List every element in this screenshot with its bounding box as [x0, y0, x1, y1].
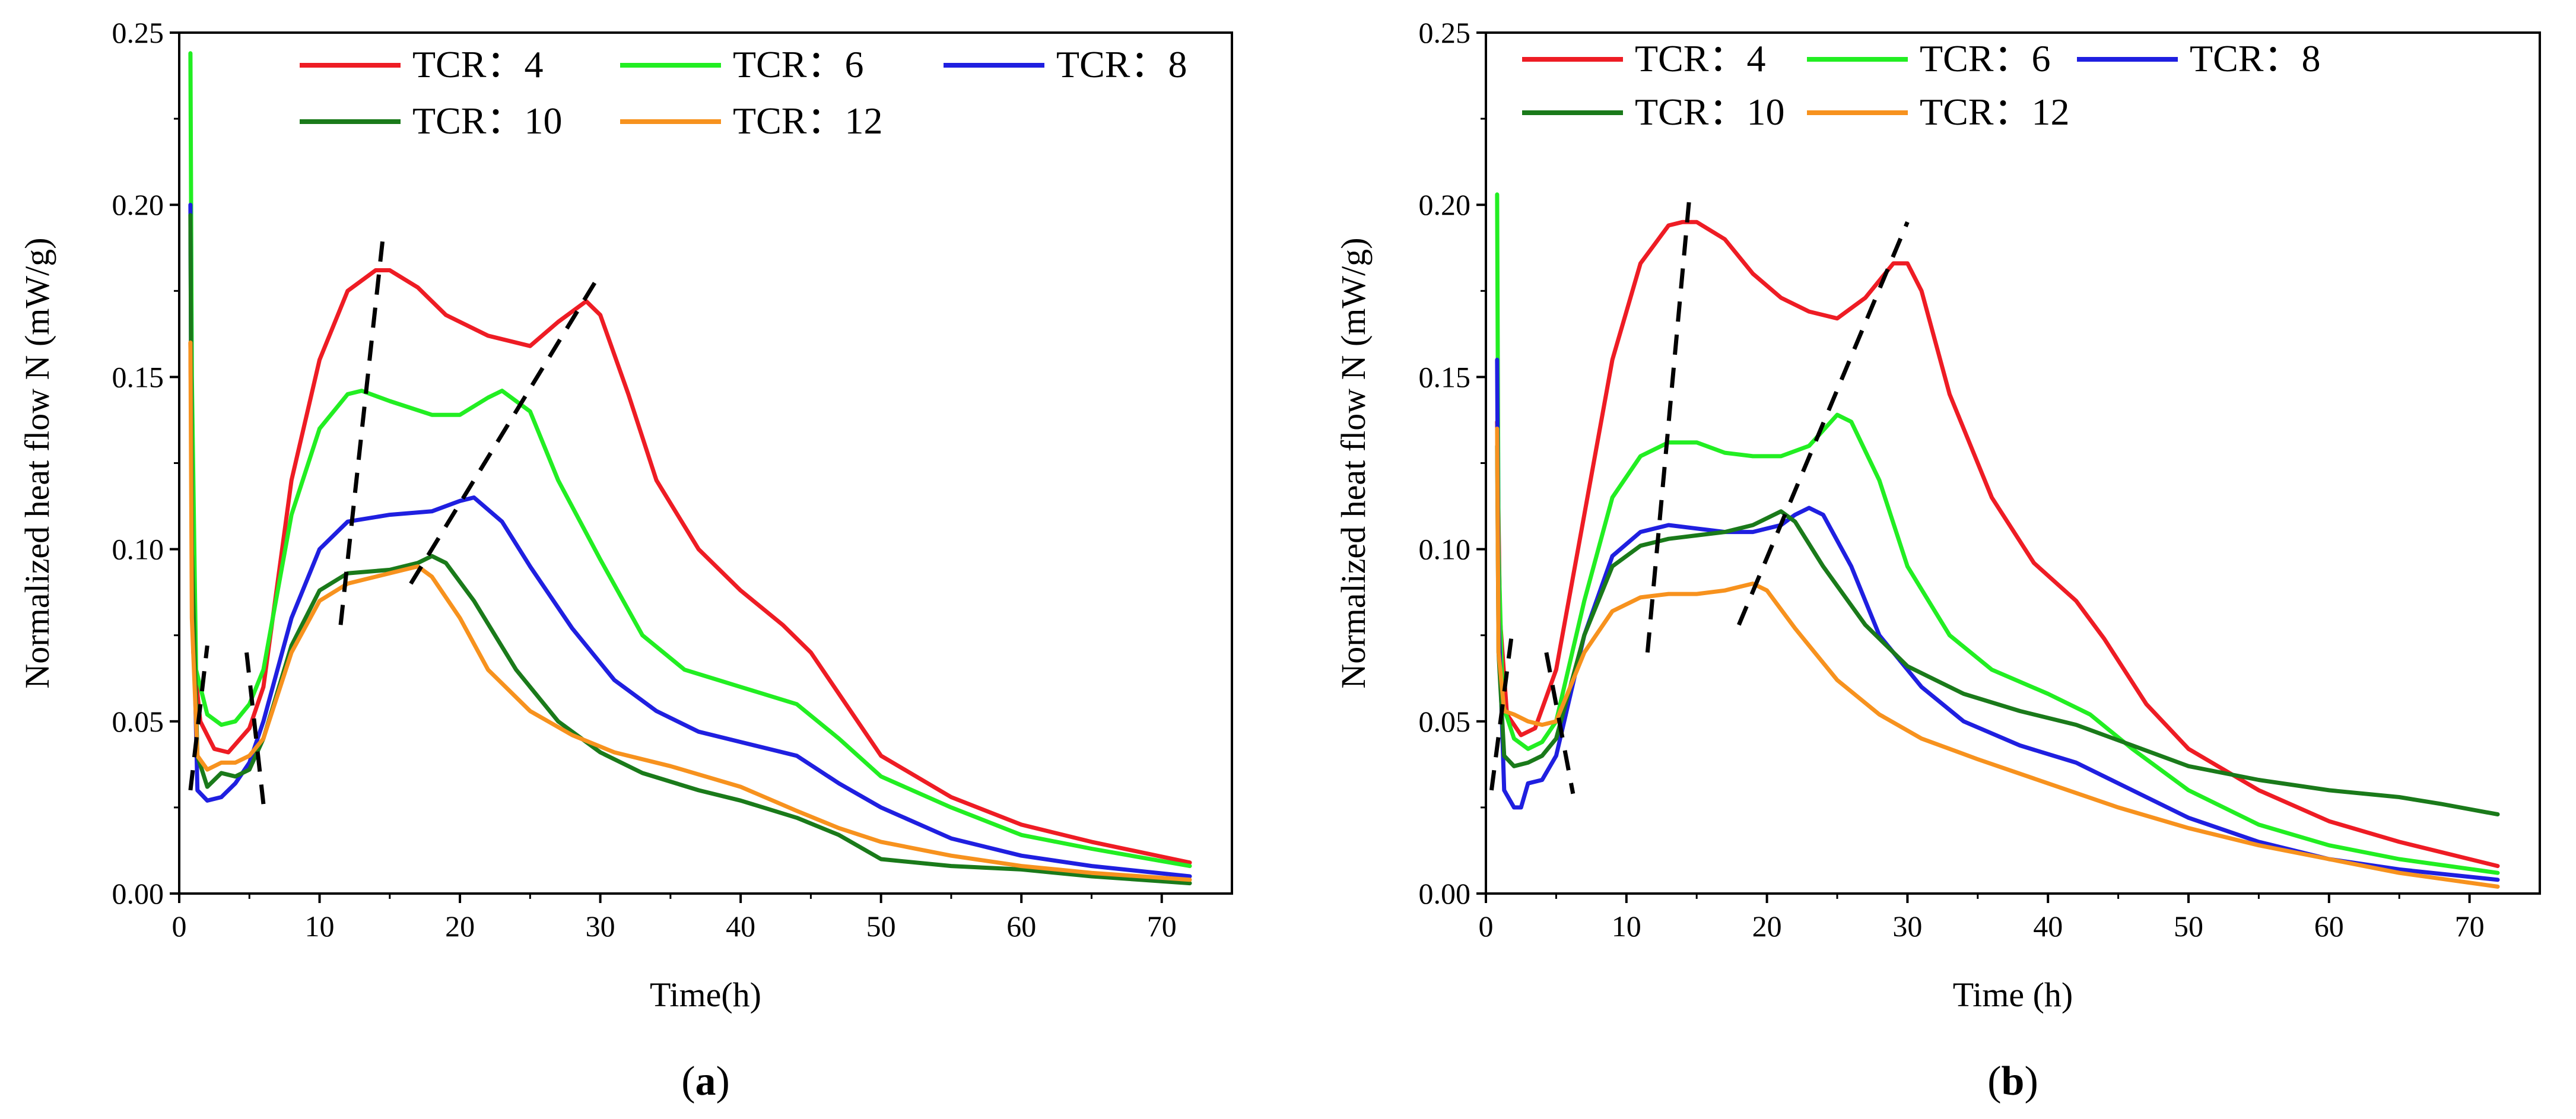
legend-label: TCR：12	[733, 100, 882, 142]
y-axis-label: Normalized heat flow N (mW/g)	[1334, 237, 1373, 688]
x-tick-label: 0	[172, 910, 187, 943]
legend-label: TCR：4	[1635, 37, 1765, 80]
x-tick-label: 70	[1147, 910, 1177, 943]
series-line-tcr-5	[1495, 427, 2500, 889]
x-tick-label: 0	[1479, 910, 1494, 943]
legend-label: TCR：12	[1920, 91, 2069, 133]
plot-area	[188, 51, 1192, 886]
y-tick-label: 0.00	[112, 877, 164, 910]
x-tick-label: 10	[1612, 910, 1641, 943]
plot-frame	[178, 31, 1233, 895]
legend-label: TCR：8	[1056, 43, 1187, 85]
x-tick-label: 40	[726, 910, 755, 943]
series-line-tcr-5	[188, 340, 1192, 882]
series-line-tcr-2	[188, 51, 1192, 869]
dashed-guide-line	[409, 272, 602, 585]
panel-label: (b)	[1987, 1058, 2038, 1104]
x-tick-label: 60	[2314, 910, 2344, 943]
x-tick-label: 20	[1752, 910, 1782, 943]
chart-panel-1: 0 10 20 30 40 50 60 70 0.00 0.05 0.10 0.15 0.20 0.25 T…	[1334, 16, 2541, 1104]
series-line-tcr-1	[1495, 220, 2500, 869]
y-tick-label: 0.25	[1419, 16, 1471, 49]
x-tick-label: 50	[866, 910, 896, 943]
series-line-tcr-3	[188, 202, 1192, 879]
x-tick-label: 10	[305, 910, 335, 943]
legend-label: TCR：10	[1635, 91, 1784, 133]
y-tick-label: 0.15	[112, 360, 164, 393]
y-tick-label: 0.15	[1419, 360, 1471, 393]
panel-label: (a)	[681, 1058, 730, 1104]
x-tick-label: 30	[586, 910, 615, 943]
legend-label: TCR：6	[1920, 37, 2050, 80]
dashed-guide-line	[1645, 194, 1692, 653]
legend-label: TCR：4	[412, 43, 543, 85]
legend-label: TCR：10	[412, 100, 562, 142]
y-tick-label: 0.00	[1419, 877, 1471, 910]
y-tick-label: 0.10	[112, 533, 164, 566]
x-tick-label: 40	[2033, 910, 2063, 943]
y-tick-label: 0.25	[112, 16, 164, 49]
dashed-guide-line	[188, 645, 209, 791]
series-line-tcr-1	[188, 268, 1192, 865]
series-line-tcr-2	[1495, 192, 2500, 875]
y-tick-label: 0.20	[1419, 188, 1471, 221]
x-tick-label: 30	[1892, 910, 1922, 943]
y-tick-label: 0.05	[1419, 705, 1471, 738]
dashed-guide-line	[1489, 638, 1514, 791]
chart-panel-0: 0 10 20 30 40 50 60 70 0.00 0.05 0.10 0.15 0.20 0.25 T…	[18, 16, 1233, 1104]
y-tick-label: 0.05	[112, 705, 164, 738]
x-axis-label: Time (h)	[1953, 975, 2073, 1014]
plot-frame	[1485, 31, 2541, 895]
y-axis-label: Normalized heat flow N (mW/g)	[18, 237, 56, 688]
dashed-guide-line	[244, 652, 266, 805]
x-tick-label: 70	[2455, 910, 2485, 943]
legend-label: TCR：8	[2190, 37, 2320, 80]
x-tick-label: 50	[2174, 910, 2203, 943]
y-tick-label: 0.10	[1419, 533, 1471, 566]
series-line-tcr-3	[1495, 357, 2500, 882]
y-tick-label: 0.20	[112, 188, 164, 221]
dashed-guide-line	[1737, 221, 1910, 626]
series-line-tcr-4	[1495, 444, 2500, 816]
plot-area	[1489, 192, 2500, 889]
series-line-tcr-4	[188, 213, 1192, 886]
legend-label: TCR：6	[733, 43, 863, 85]
x-tick-label: 60	[1006, 910, 1036, 943]
dashed-guide-line	[1544, 652, 1576, 794]
x-tick-label: 20	[445, 910, 475, 943]
x-axis-label: Time(h)	[650, 975, 761, 1014]
